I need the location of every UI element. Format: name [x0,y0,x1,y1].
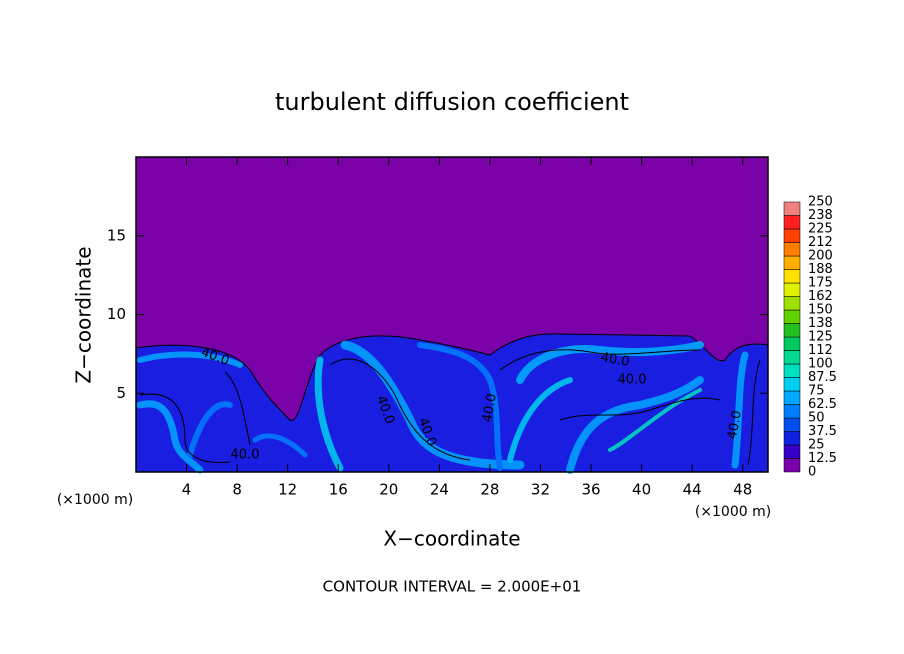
colorbar-box [783,309,801,324]
x-tick-label: 24 [430,481,449,499]
colorbar-label: 25 [808,438,825,453]
colorbar-box [783,255,801,270]
colorbar-label: 250 [808,195,833,210]
colorbar-label: 37.5 [808,424,837,439]
colorbar-box [783,323,801,338]
y-tick-label: 5 [116,384,126,402]
colorbar-label: 138 [808,316,833,331]
x-tick-label: 28 [480,481,499,499]
x-tick-label: 12 [278,481,297,499]
contour-label: 40.0 [599,350,630,370]
colorbar-box [783,296,801,311]
x-unit-label: (×1000 m) [695,504,771,520]
x-unit-label: (×1000 m) [57,492,133,508]
contour-interval: CONTOUR INTERVAL = 2.000E+01 [323,578,582,596]
colorbar-label: 100 [808,357,833,372]
colorbar-box [783,242,801,257]
y-axis-label: Z−coordinate [72,246,96,383]
colorbar-label: 12.5 [808,451,837,466]
contour-label: 40.0 [618,373,647,388]
colorbar-label: 212 [808,235,833,250]
x-tick-label: 4 [182,481,192,499]
colorbar-label: 162 [808,289,833,304]
contour-label: 40.0 [480,392,500,423]
colorbar-box [783,282,801,297]
contour-label: 40.0 [725,409,745,440]
colorbar-label: 50 [808,411,825,426]
colorbar-label: 238 [808,208,833,223]
x-tick-label: 48 [733,481,752,499]
colorbar-label: 175 [808,276,833,291]
contour-lines [139,349,761,466]
colorbar-box [783,201,801,216]
x-tick-label: 44 [683,481,702,499]
colorbar-box [783,269,801,284]
x-tick-label: 16 [329,481,348,499]
contour-label: 40.0 [231,448,260,463]
colorbar-box [783,417,801,432]
colorbar-box [783,404,801,419]
colorbar-label: 75 [808,384,825,399]
colorbar-label: 0 [808,465,816,480]
colorbar-label: 150 [808,303,833,318]
colorbar-label: 125 [808,330,833,345]
x-tick-label: 36 [581,481,600,499]
colorbar-label: 188 [808,262,833,277]
colorbar-label: 62.5 [808,397,837,412]
colorbar-box [783,363,801,378]
colorbar-label: 225 [808,222,833,237]
colorbar-box [783,431,801,446]
colorbar-box [783,458,801,473]
colorbar-box [783,377,801,392]
colorbar-box [783,215,801,230]
colorbar-label: 112 [808,343,833,358]
colorbar-label: 200 [808,249,833,264]
x-tick-label: 8 [232,481,242,499]
x-tick-label: 40 [632,481,651,499]
colorbar-box [783,444,801,459]
colorbar-box [783,350,801,365]
x-tick-label: 20 [379,481,398,499]
colorbar-box [783,390,801,405]
x-tick-label: 32 [531,481,550,499]
colorbar-box [783,228,801,243]
field-streaks [136,340,749,474]
colorbar-label: 87.5 [808,370,837,385]
y-tick-label: 10 [107,305,126,323]
chart-title: turbulent diffusion coefficient [275,88,629,116]
x-axis-label: X−coordinate [383,527,520,551]
field-region [135,333,769,473]
field [135,157,769,474]
y-tick-label: 15 [107,226,126,244]
colorbar-box [783,336,801,351]
